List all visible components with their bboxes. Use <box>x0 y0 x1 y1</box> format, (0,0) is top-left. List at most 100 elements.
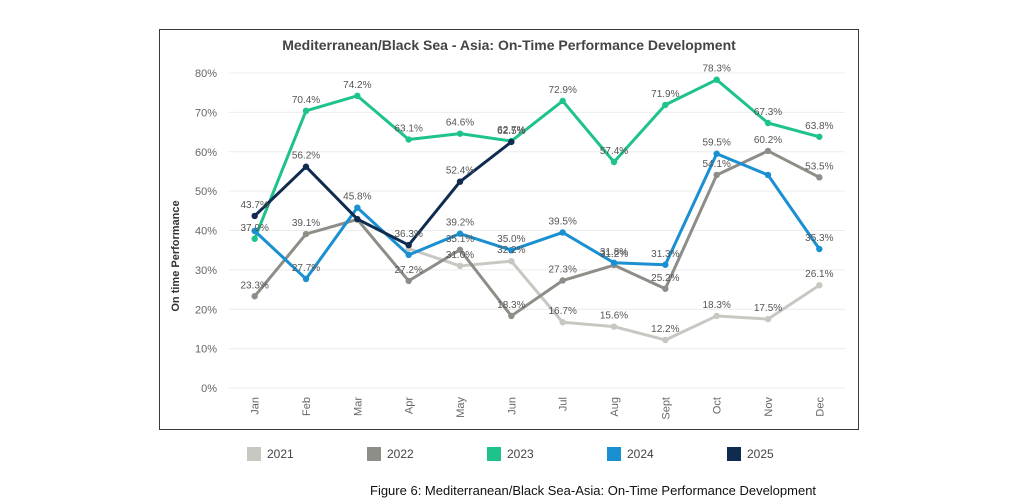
series-2024-data-label: 59.5% <box>702 138 730 149</box>
series-2024-line <box>253 152 821 281</box>
series-2023-point[interactable] <box>456 130 464 137</box>
series-2021-point[interactable] <box>764 315 772 323</box>
legend-item-2022[interactable]: 2022 <box>367 447 414 461</box>
series-2022-point[interactable] <box>302 230 310 238</box>
series-2021-point[interactable] <box>610 323 618 330</box>
series-2022-point[interactable] <box>559 277 566 284</box>
series-2024-point[interactable] <box>405 251 412 259</box>
series-2023-data-label: 67.3% <box>754 107 782 118</box>
series-2024-point[interactable] <box>764 171 772 179</box>
y-tick-label: 20% <box>195 304 217 316</box>
series-2022-point[interactable] <box>662 285 669 292</box>
series-2024-data-label: 39.5% <box>548 216 576 227</box>
series-2022-point[interactable] <box>251 293 258 300</box>
series-2022-data-label: 27.3% <box>548 265 576 276</box>
legend-item-2025[interactable]: 2025 <box>727 447 774 461</box>
series-2024-point[interactable] <box>456 230 464 237</box>
series-2024-point[interactable] <box>251 227 258 235</box>
series-2022-data-label: 23.3% <box>240 280 268 291</box>
series-2022-point[interactable] <box>405 277 412 285</box>
series-2023-point[interactable] <box>354 92 361 100</box>
series-2024-data-label: 45.8% <box>343 192 371 203</box>
series-2023 <box>251 76 823 242</box>
legend-item-2023[interactable]: 2023 <box>487 447 534 461</box>
series-2023-point[interactable] <box>251 235 258 242</box>
series-2025-point[interactable] <box>405 241 412 249</box>
x-tick-label: Apr <box>404 397 416 414</box>
series-2024-point[interactable] <box>610 259 618 266</box>
series-2023-point[interactable] <box>662 101 669 109</box>
y-tick-label: 70% <box>195 107 217 119</box>
series-2023-point[interactable] <box>610 158 618 166</box>
series-2022-point[interactable] <box>764 147 772 155</box>
series-2023-data-label: 57.4% <box>600 146 628 157</box>
series-2023-point[interactable] <box>713 76 720 83</box>
series-2024-data-label: 35.3% <box>805 233 833 244</box>
series-2022-data-label: 25.2% <box>651 273 679 284</box>
x-tick-label: Jul <box>558 397 570 411</box>
series-2023-point[interactable] <box>816 133 823 140</box>
series-2022-data-label: 39.1% <box>292 218 320 229</box>
line-chart: Mediterranean/Black Sea - Asia: On-Time … <box>170 37 845 420</box>
series-2021-point[interactable] <box>508 258 515 265</box>
series-2023-point[interactable] <box>405 136 412 143</box>
series-2023-data-label: 63.8% <box>805 121 833 132</box>
series-2025-point[interactable] <box>354 215 361 223</box>
x-tick-label: Dec <box>814 397 826 417</box>
chart-title: Mediterranean/Black Sea - Asia: On-Time … <box>282 37 736 53</box>
series-2021-point[interactable] <box>713 312 720 320</box>
x-tick-label: Sept <box>660 397 672 420</box>
series-2022-point[interactable] <box>713 171 720 179</box>
series-2023-data-label: 62.7% <box>497 125 525 136</box>
series-2021-data-label: 12.2% <box>651 324 679 335</box>
series-2023-data-label: 37.9% <box>240 223 268 234</box>
series-2021-point[interactable] <box>662 336 669 344</box>
series-2024-point[interactable] <box>713 150 720 157</box>
series-2024-point[interactable] <box>559 229 566 236</box>
series-2024-point[interactable] <box>302 275 310 283</box>
y-tick-label: 40% <box>195 226 217 238</box>
series-2025-line <box>253 140 513 247</box>
series-2025-point[interactable] <box>508 138 515 146</box>
series-2021-point[interactable] <box>816 282 823 289</box>
series-2023-data-label: 63.1% <box>394 124 422 135</box>
figure-caption: Figure 6: Mediterranean/Black Sea-Asia: … <box>370 483 817 498</box>
y-tick-label: 80% <box>195 68 217 80</box>
legend-label-2024: 2024 <box>627 447 654 461</box>
series-2024-point[interactable] <box>508 246 515 254</box>
series-2021-point[interactable] <box>456 262 464 270</box>
series-2023-point[interactable] <box>764 119 772 127</box>
series-2022-data-label: 31.2% <box>600 249 628 260</box>
series-2024-data-label: 31.3% <box>651 249 679 260</box>
legend-item-2024[interactable]: 2024 <box>607 447 654 461</box>
series-2023-point[interactable] <box>302 107 310 115</box>
x-tick-label: Nov <box>763 397 775 417</box>
legend-label-2021: 2021 <box>267 447 294 461</box>
series-2021-point[interactable] <box>559 319 566 326</box>
series-2022-data-label: 27.2% <box>394 265 422 276</box>
series-2024-data-label: 35.0% <box>497 234 525 245</box>
series-2023-line <box>253 78 820 240</box>
series-2024-point[interactable] <box>816 245 823 253</box>
series-2022-point[interactable] <box>508 312 515 320</box>
series-2022-point[interactable] <box>456 246 464 253</box>
series-2024-data-label: 31.8% <box>600 247 628 258</box>
series-2024-point[interactable] <box>662 261 669 268</box>
series-2023-point[interactable] <box>559 97 566 105</box>
series-2025-point[interactable] <box>251 212 258 220</box>
series-2022-data-label: 18.3% <box>497 300 525 311</box>
series-2023-data-label: 78.3% <box>702 64 730 75</box>
legend-item-2021[interactable]: 2021 <box>247 447 294 461</box>
x-tick-label: May <box>455 397 467 418</box>
legend-label-2022: 2022 <box>387 447 414 461</box>
series-2021-data-label: 18.3% <box>702 300 730 311</box>
legend-swatch-2022 <box>367 447 381 461</box>
series-2025-point[interactable] <box>302 163 310 170</box>
series-2022-data-label: 53.5% <box>805 161 833 172</box>
series-2025-point[interactable] <box>456 178 464 185</box>
series-2025-data-label: 43.7% <box>240 200 268 211</box>
series-2022-point[interactable] <box>816 174 823 181</box>
series-2022-data-label: 35.1% <box>446 234 474 245</box>
series-2022-data-label: 60.2% <box>754 135 782 146</box>
series-2024-point[interactable] <box>354 204 361 211</box>
